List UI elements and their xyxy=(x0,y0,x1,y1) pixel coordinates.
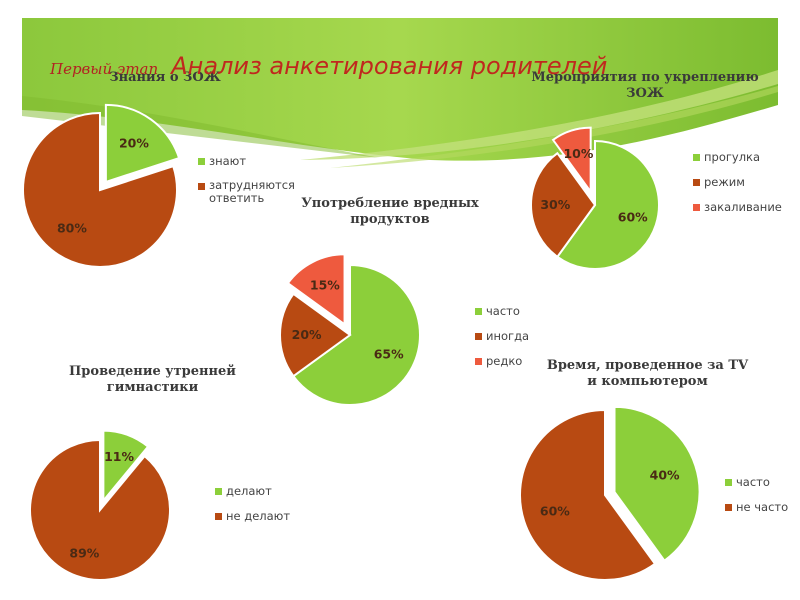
slide-title-prefix: Первый этап xyxy=(50,60,159,78)
chart-3-legend-item-3: редко xyxy=(475,354,575,368)
chart-3-data-label-2: 20% xyxy=(292,327,322,342)
chart-3-legend-swatch-3 xyxy=(475,358,482,365)
chart-2-data-label-3: 10% xyxy=(563,146,593,161)
chart-3-legend-item-2: иногда xyxy=(475,329,575,343)
chart-2-legend-item-1: прогулка xyxy=(693,150,793,164)
chart-5-legend-item-2: не часто xyxy=(725,500,800,514)
chart-5-legend-item-1: часто xyxy=(725,475,800,489)
chart-2-legend-label-3: закаливание xyxy=(704,200,782,214)
chart-4-data-label-1: 11% xyxy=(104,449,134,464)
chart-5-data-label-2: 60% xyxy=(540,503,570,518)
chart-2-legend-item-2: режим xyxy=(693,175,793,189)
chart-2-legend: прогулка режим закаливание xyxy=(693,150,793,225)
chart-1-slice-1 xyxy=(104,103,181,184)
chart-3-legend-swatch-1 xyxy=(475,308,482,315)
chart-1-data-label-2: 80% xyxy=(57,221,87,236)
chart-3-legend: часто иногда редко xyxy=(475,304,575,379)
chart-3-data-label-1: 65% xyxy=(374,347,404,362)
chart-3-data-label-3: 15% xyxy=(310,278,340,293)
chart-3-legend-label-1: часто xyxy=(486,304,520,318)
chart-2-slice-3 xyxy=(551,126,592,195)
chart-4-title: Проведение утренней гимнастики xyxy=(69,364,236,395)
chart-3-title: Употребление вредных продуктов xyxy=(301,196,479,227)
chart-4-legend-item-2: не делают xyxy=(215,509,315,523)
chart-3-legend-label-2: иногда xyxy=(486,329,530,343)
chart-1-legend-item-1: знают xyxy=(198,154,298,168)
chart-1-legend-swatch-1 xyxy=(198,158,205,165)
chart-5-legend-swatch-2 xyxy=(725,504,732,511)
chart-2-data-label-1: 60% xyxy=(618,209,648,224)
chart-5-title: Время, проведенное за TV и компьютером xyxy=(546,358,749,389)
chart-4-legend-swatch-1 xyxy=(215,488,222,495)
chart-2-legend-label-2: режим xyxy=(704,175,745,189)
chart-4-legend-label-1: делают xyxy=(226,484,272,498)
chart-5-slice-1 xyxy=(613,405,701,563)
chart-4-slice-2 xyxy=(29,438,171,581)
chart-2-title: Мероприятия по укреплению ЗОЖ xyxy=(531,70,759,101)
chart-1-legend-label-1: знают xyxy=(209,154,247,168)
chart-3-legend-label-3: редко xyxy=(486,354,523,368)
chart-2-legend-item-3: закаливание xyxy=(693,200,793,214)
chart-2-legend-swatch-3 xyxy=(693,204,700,211)
chart-5-legend: часто не часто xyxy=(725,475,800,525)
chart-1-legend-item-2: затрудняются ответить xyxy=(198,179,298,205)
chart-2-slice-2 xyxy=(530,151,597,259)
chart-1-slice-2 xyxy=(22,111,178,268)
chart-5-data-label-1: 40% xyxy=(650,468,680,483)
chart-2-data-label-2: 30% xyxy=(540,197,570,212)
chart-4-legend-item-1: делают xyxy=(215,484,315,498)
slide-title-main: Анализ анкетирования родителей xyxy=(171,52,608,80)
chart-2-legend-swatch-2 xyxy=(693,179,700,186)
chart-2-legend-label-1: прогулка xyxy=(704,150,761,164)
chart-4-legend: делают не делают xyxy=(215,484,315,534)
chart-2-legend-swatch-1 xyxy=(693,154,700,161)
chart-4-legend-swatch-2 xyxy=(215,513,222,520)
chart-3-slice-1 xyxy=(291,263,421,406)
chart-1-data-label-1: 20% xyxy=(119,135,149,150)
chart-3-slice-2 xyxy=(279,292,352,378)
chart-4-slice-1 xyxy=(102,429,150,504)
chart-1-legend-swatch-2 xyxy=(198,183,205,190)
chart-3-legend-swatch-2 xyxy=(475,333,482,340)
slide-title: Первый этап Анализ анкетирования родител… xyxy=(50,52,607,80)
chart-2-slice-1 xyxy=(555,139,660,270)
chart-1-legend: знают затрудняются ответить xyxy=(198,154,298,216)
chart-3-slice-3 xyxy=(286,253,346,327)
chart-1-legend-label-2: затрудняются ответить xyxy=(209,178,295,205)
chart-4-legend-label-2: не делают xyxy=(226,509,291,523)
chart-5-legend-label-1: часто xyxy=(736,475,770,489)
chart-4-data-label-2: 89% xyxy=(69,545,99,560)
chart-5-slice-2 xyxy=(519,408,657,581)
chart-5-legend-label-2: не часто xyxy=(736,500,789,514)
chart-1-title: Знания о ЗОЖ xyxy=(109,70,221,85)
chart-3-legend-item-1: часто xyxy=(475,304,575,318)
chart-5-legend-swatch-1 xyxy=(725,479,732,486)
